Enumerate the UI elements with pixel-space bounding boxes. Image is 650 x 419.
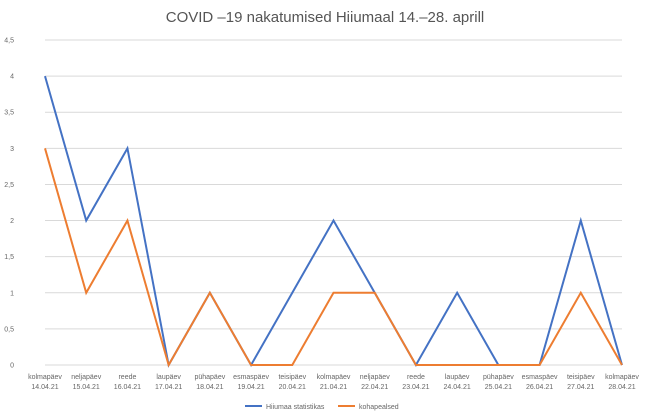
series-line-2 [44,148,623,368]
plot-area [44,75,623,368]
x-tick-date: 16.04.21 [114,384,141,391]
legend-label-series-2: kohapealsed [359,404,399,411]
x-tick-day: esmaspäev [233,374,269,381]
x-tick-day: reede [118,374,136,381]
x-tick-date: 17.04.21 [155,384,182,391]
y-tick-label: 2,5 [4,182,14,189]
x-tick-date: 20.04.21 [279,384,306,391]
y-tick-label: 4,5 [4,38,14,45]
x-tick-date: 19.04.21 [237,384,264,391]
x-tick-date: 22.04.21 [361,384,388,391]
x-tick-date: 26.04.21 [526,384,553,391]
x-tick-day: teisipäev [567,374,595,381]
x-tick-day: kolmapäev [317,374,351,381]
x-tick-day: teisipäev [278,374,306,381]
y-tick-label: 0,5 [4,326,14,333]
x-tick-day: esmaspäev [522,374,558,381]
x-tick-day: kolmapäev [605,374,639,381]
y-tick-label: 4 [10,74,14,81]
x-tick-date: 23.04.21 [402,384,429,391]
y-tick-label: 3,5 [4,110,14,117]
legend-label-series-1: Hiiumaa statistikas [266,404,325,411]
x-axis: kolmapäev 14.04.21 neljapäev 15.04.21 reede 1… [28,374,639,391]
x-tick-date: 27.04.21 [567,384,594,391]
y-tick-label: 1 [10,290,14,297]
x-tick-day: reede [407,374,425,381]
x-tick-day: laupäev [156,374,181,381]
x-tick-day: neljapäev [360,374,390,381]
y-tick-label: 1,5 [4,254,14,261]
chart-title: COVID –19 nakatumised Hiiumaal 14.–28. a… [166,9,485,26]
y-tick-label: 3 [10,146,14,153]
y-axis: 0 0,5 1 1,5 2 2,5 3 3,5 4 4,5 [4,38,14,370]
x-tick-date: 28.04.21 [608,384,635,391]
legend: Hiiumaa statistikas kohapealsed [245,404,399,411]
x-tick-date: 18.04.21 [196,384,223,391]
x-tick-day: neljapäev [71,374,101,381]
y-tick-label: 0 [10,363,14,370]
gridlines [45,39,622,366]
x-tick-date: 15.04.21 [73,384,100,391]
x-tick-date: 21.04.21 [320,384,347,391]
y-tick-label: 2 [10,218,14,225]
x-tick-day: kolmapäev [28,374,62,381]
x-tick-day: pühapäev [194,374,225,381]
x-tick-date: 25.04.21 [485,384,512,391]
x-tick-date: 14.04.21 [31,384,58,391]
x-tick-day: laupäev [445,374,470,381]
x-tick-day: pühapäev [483,374,514,381]
x-tick-date: 24.04.21 [444,384,471,391]
